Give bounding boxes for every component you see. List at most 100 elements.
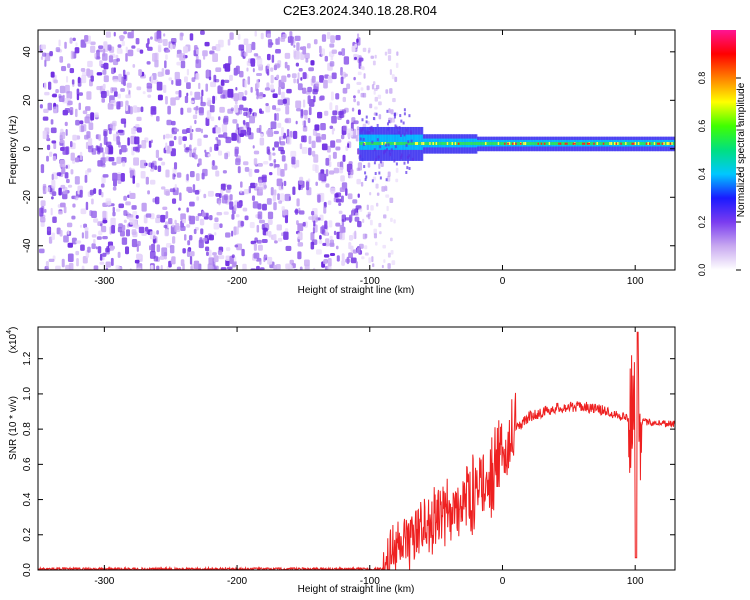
snr-x-tick-label: -100: [360, 576, 380, 587]
spectrogram-cell: [311, 214, 318, 223]
spectrogram-cell: [387, 263, 391, 269]
spectrogram-cell: [123, 74, 127, 80]
spectrogram-cell: [302, 46, 307, 55]
spectrogram-cell: [246, 44, 251, 53]
spectrogram-cell: [292, 130, 298, 139]
spectrogram-cell: [475, 142, 478, 145]
spectrogram-cell: [250, 86, 253, 93]
spectrogram-cell: [237, 134, 241, 144]
spectrogram-cell: [40, 217, 46, 223]
spectrogram-cell: [235, 65, 240, 75]
spectrogram-cell: [191, 77, 196, 83]
spectrogram-cell: [283, 231, 289, 240]
spectrogram-cell: [258, 179, 263, 186]
spectrogram-cell: [319, 95, 325, 101]
spectrogram-cell: [342, 154, 346, 162]
spectrogram-cell: [93, 188, 97, 194]
spectrogram-cell: [324, 55, 328, 62]
spectrogram-cell: [335, 245, 339, 250]
spectrogram-cell: [194, 154, 198, 160]
spectrogram-cell: [330, 91, 334, 101]
spectrogram-cell: [66, 178, 70, 184]
spectrogram-cell: [165, 142, 168, 151]
spectrogram-cell: [323, 254, 330, 258]
spectrogram-cell: [435, 142, 438, 145]
spectrogram-cell: [101, 191, 104, 198]
spectrogram-cell: [173, 135, 177, 141]
spectrogram-cell: [419, 142, 422, 145]
spectrogram-cell: [50, 207, 53, 216]
spectrogram-cell: [175, 222, 180, 231]
spectrogram-cell: [55, 265, 61, 270]
spectrogram-cell: [335, 35, 341, 41]
spectrogram-cell: [510, 142, 513, 145]
spectrogram-cell: [303, 109, 308, 116]
spectrogram-cell: [352, 249, 358, 254]
spectrogram-cell: [157, 157, 163, 161]
spectrogram-cell: [80, 244, 85, 251]
spectrogram-cell: [81, 232, 84, 239]
snr-y-tick-label: 1.0: [22, 387, 33, 401]
spectrogram-cell: [411, 157, 414, 161]
spectrogram-cell: [293, 50, 300, 60]
spectrogram-cell: [93, 218, 99, 223]
spectrogram-cell: [484, 142, 487, 145]
spectrogram-cell: [319, 75, 324, 83]
spectrogram-cell: [292, 186, 296, 195]
spectrogram-cell: [214, 143, 219, 151]
spectrogram-cell: [295, 62, 299, 67]
spectrogram-cell: [319, 235, 322, 240]
spectrogram-cell: [188, 144, 192, 151]
spectrogram-cell: [602, 142, 606, 145]
spectrogram-cell: [270, 187, 274, 196]
spectrogram-cell: [58, 211, 63, 215]
spectrogram-cell: [186, 107, 192, 113]
spectrogram-cell: [115, 208, 121, 212]
spectrogram-cell: [126, 71, 130, 76]
spectrogram-cell: [216, 211, 223, 216]
spectrogram-cell: [220, 94, 226, 99]
spectrogram-cell: [500, 142, 503, 145]
spectrogram-cell: [551, 142, 554, 145]
spectrogram-cell: [326, 145, 331, 153]
spectrogram-cell: [369, 126, 372, 130]
spectrogram-cell: [369, 103, 373, 109]
spectrogram-cell: [214, 217, 219, 223]
spectrogram-cell: [631, 142, 635, 145]
spectrogram-cell: [147, 190, 150, 195]
spectrogram-cell: [80, 124, 87, 132]
spectrogram-cell: [335, 93, 340, 100]
spectrogram-cell: [319, 45, 322, 54]
spectrogram-cell: [366, 131, 369, 135]
spectrogram-cell: [258, 219, 265, 224]
spectrogram-cell: [359, 137, 362, 141]
spectrogram-cell: [379, 160, 382, 164]
spectrogram-cell: [145, 213, 152, 218]
spectrogram-cell: [217, 250, 223, 256]
spectrogram-cell: [368, 47, 371, 53]
spectrogram-cell: [390, 249, 394, 255]
spectrogram-cell: [244, 166, 250, 172]
spectrogram-cell: [218, 200, 221, 206]
spectrogram-cell: [241, 248, 245, 257]
spectrogram-cell: [183, 46, 188, 54]
snr-background: [38, 327, 675, 570]
spectrogram-cell: [328, 161, 332, 168]
spectrogram-cell: [384, 143, 387, 147]
spectrogram-cell: [59, 56, 64, 63]
spectrogram-cell: [160, 214, 166, 223]
spectrogram-cell: [66, 222, 73, 228]
spectrogram-cell: [448, 142, 451, 145]
spectrogram-cell: [379, 145, 382, 149]
spectrogram-cell: [243, 189, 250, 195]
spectrogram-cell: [140, 171, 146, 179]
spectrogram-cell: [356, 54, 360, 60]
spectrogram-cell: [206, 97, 212, 107]
spectrogram-cell: [234, 97, 238, 105]
spectrogram-cell: [145, 176, 149, 185]
snr-panel: -300 -200 -100 0 100 0.0 0.2 0.4 0.6 0.8 1.0 1.2 H…: [6, 326, 676, 595]
spectrogram-cell: [101, 97, 106, 103]
spectrogram-cell: [147, 94, 152, 98]
spectrogram-cell: [195, 73, 200, 80]
spectrogram-cell: [669, 142, 673, 145]
